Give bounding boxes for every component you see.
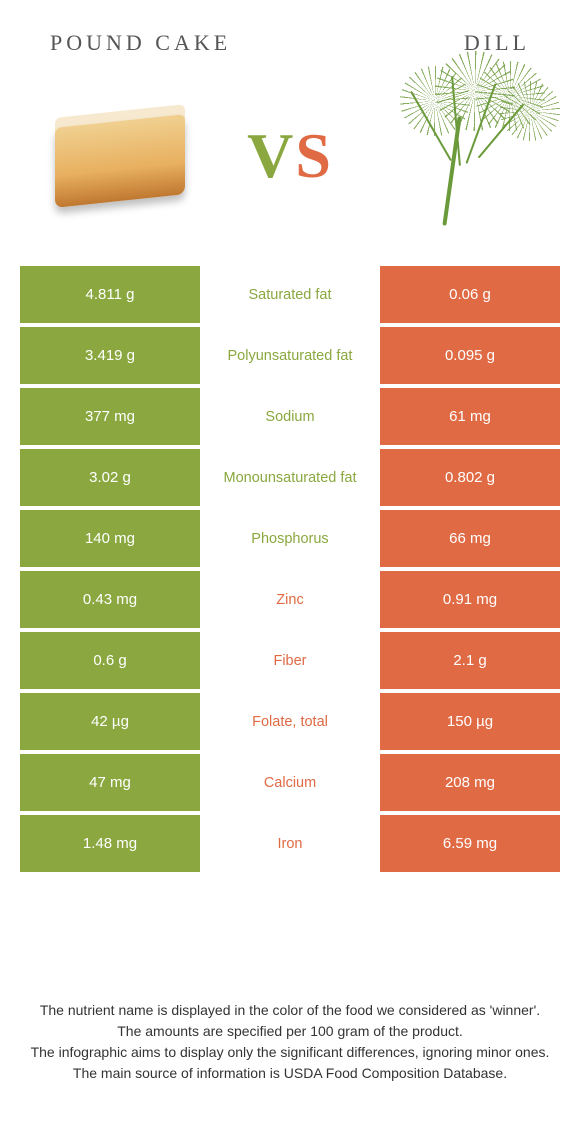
pound-cake-icon <box>45 101 195 211</box>
footer-line: The amounts are specified per 100 gram o… <box>30 1021 550 1042</box>
nutrient-label: Phosphorus <box>200 510 380 567</box>
dill-icon <box>380 76 540 236</box>
images-row: VS <box>0 66 580 266</box>
value-left: 1.48 mg <box>20 815 200 872</box>
food-image-left <box>30 76 210 236</box>
value-right: 66 mg <box>380 510 560 567</box>
nutrient-label: Calcium <box>200 754 380 811</box>
footer-line: The main source of information is USDA F… <box>30 1063 550 1084</box>
value-right: 208 mg <box>380 754 560 811</box>
nutrient-label: Saturated fat <box>200 266 380 323</box>
nutrient-label: Zinc <box>200 571 380 628</box>
value-left: 0.43 mg <box>20 571 200 628</box>
nutrient-label: Monounsaturated fat <box>200 449 380 506</box>
value-right: 2.1 g <box>380 632 560 689</box>
value-right: 0.06 g <box>380 266 560 323</box>
table-row: 47 mgCalcium208 mg <box>20 754 560 811</box>
table-row: 42 µgFolate, total150 µg <box>20 693 560 750</box>
value-left: 4.811 g <box>20 266 200 323</box>
value-left: 42 µg <box>20 693 200 750</box>
food-image-right <box>370 76 550 236</box>
vs-label: VS <box>247 119 333 193</box>
nutrient-label: Folate, total <box>200 693 380 750</box>
value-right: 6.59 mg <box>380 815 560 872</box>
value-left: 0.6 g <box>20 632 200 689</box>
footer-line: The nutrient name is displayed in the co… <box>30 1000 550 1021</box>
value-right: 61 mg <box>380 388 560 445</box>
nutrient-label: Iron <box>200 815 380 872</box>
value-right: 150 µg <box>380 693 560 750</box>
table-row: 3.419 gPolyunsaturated fat0.095 g <box>20 327 560 384</box>
table-row: 377 mgSodium61 mg <box>20 388 560 445</box>
table-row: 1.48 mgIron6.59 mg <box>20 815 560 872</box>
table-row: 0.43 mgZinc0.91 mg <box>20 571 560 628</box>
footer-line: The infographic aims to display only the… <box>30 1042 550 1063</box>
value-left: 3.02 g <box>20 449 200 506</box>
table-row: 4.811 gSaturated fat0.06 g <box>20 266 560 323</box>
nutrient-label: Sodium <box>200 388 380 445</box>
nutrient-label: Polyunsaturated fat <box>200 327 380 384</box>
value-right: 0.91 mg <box>380 571 560 628</box>
table-row: 0.6 gFiber2.1 g <box>20 632 560 689</box>
value-left: 140 mg <box>20 510 200 567</box>
table-row: 140 mgPhosphorus66 mg <box>20 510 560 567</box>
value-left: 3.419 g <box>20 327 200 384</box>
food-title-left: Pound Cake <box>50 30 231 56</box>
nutrient-label: Fiber <box>200 632 380 689</box>
comparison-table: 4.811 gSaturated fat0.06 g3.419 gPolyuns… <box>0 266 580 872</box>
footer-notes: The nutrient name is displayed in the co… <box>0 1000 580 1084</box>
value-left: 47 mg <box>20 754 200 811</box>
value-right: 0.802 g <box>380 449 560 506</box>
value-right: 0.095 g <box>380 327 560 384</box>
value-left: 377 mg <box>20 388 200 445</box>
table-row: 3.02 gMonounsaturated fat0.802 g <box>20 449 560 506</box>
